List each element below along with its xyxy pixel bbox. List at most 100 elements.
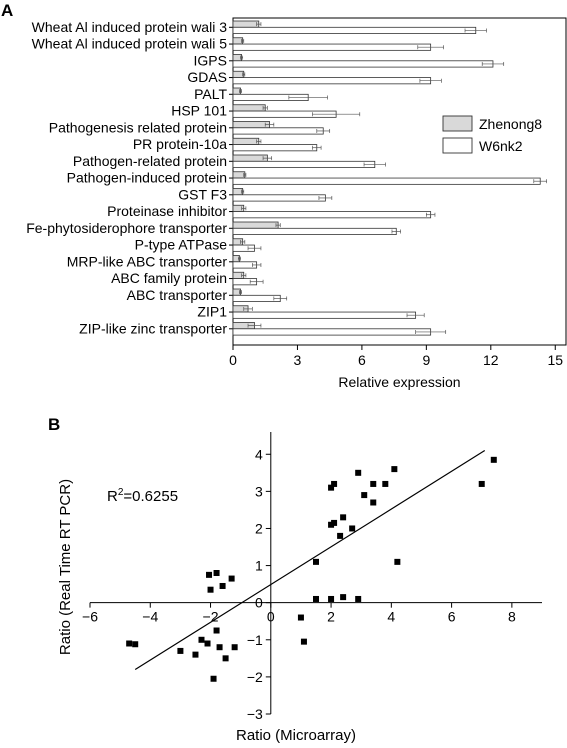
bar-w6nk2: [232, 43, 432, 51]
data-point: [370, 499, 377, 506]
y-tick-label: 0: [255, 595, 263, 611]
x-tick-label: 6: [358, 352, 366, 368]
data-point: [382, 480, 389, 487]
category-label: Pathogenesis related protein: [49, 119, 227, 135]
x-tick-label: 0: [229, 352, 237, 368]
data-point: [313, 558, 319, 565]
category-label: GDAS: [187, 69, 227, 85]
category-label: PR protein-10a: [133, 136, 227, 152]
legend-label: Zhenong8: [479, 116, 542, 132]
category-label: P-type ATPase: [135, 237, 228, 253]
bar-zhenong8: [232, 188, 244, 196]
data-point: [198, 636, 205, 643]
bar-w6nk2: [232, 144, 318, 152]
data-point: [394, 558, 401, 565]
data-point: [216, 644, 223, 651]
y-axis-label: Ratio (Real Time RT PCR): [57, 479, 74, 655]
data-point: [228, 575, 235, 582]
bar-zhenong8: [232, 20, 260, 28]
data-point: [297, 614, 304, 621]
data-point: [328, 595, 335, 602]
bar-w6nk2: [232, 328, 432, 336]
category-label: Proteinase inhibitor: [107, 203, 227, 219]
legend-swatch-w6nk2: [442, 137, 473, 154]
data-point: [328, 484, 335, 491]
x-tick-label: 6: [448, 609, 456, 625]
x-axis-label: Relative expression: [338, 374, 460, 390]
bar-w6nk2: [232, 227, 397, 236]
bar-w6nk2: [232, 127, 324, 135]
x-tick-label: 2: [327, 609, 335, 625]
x-tick-label: 8: [508, 609, 516, 625]
bar-zhenong8: [232, 154, 268, 162]
bar-w6nk2: [232, 294, 281, 302]
data-point: [204, 640, 211, 647]
data-point: [391, 466, 398, 473]
category-label: Wheat Al induced protein wali 5: [32, 36, 228, 52]
bar-w6nk2: [232, 77, 432, 85]
x-tick-label: 15: [547, 352, 563, 368]
data-point: [490, 456, 497, 463]
x-tick-label: 12: [483, 352, 499, 368]
category-label: HSP 101: [171, 103, 227, 119]
data-point: [206, 571, 213, 578]
data-point: [370, 480, 377, 487]
data-point: [340, 514, 347, 521]
bar-zhenong8: [232, 121, 270, 129]
x-tick-label: 4: [387, 609, 395, 625]
bar-zhenong8: [232, 221, 279, 229]
x-tick-label: −4: [142, 609, 158, 625]
data-point: [210, 675, 217, 682]
data-point: [355, 595, 362, 602]
bar-zhenong8: [232, 104, 266, 112]
y-tick-label: −3: [247, 706, 263, 722]
x-axis-label: Ratio (Microarray): [236, 727, 356, 744]
category-label: Pathogen-induced protein: [67, 170, 227, 186]
x-tick-label: −6: [82, 609, 98, 625]
data-point: [478, 480, 485, 487]
category-label: ZIP1: [197, 304, 227, 320]
data-point: [207, 586, 214, 593]
data-point: [177, 647, 184, 654]
bar-w6nk2: [232, 160, 376, 169]
data-point: [126, 640, 133, 647]
data-point: [328, 521, 335, 528]
data-point: [361, 492, 368, 499]
category-label: Pathogen-related protein: [73, 153, 227, 169]
bar-w6nk2: [232, 26, 477, 34]
bar-w6nk2: [232, 177, 541, 185]
category-label: Fe-phytosiderophore transporter: [26, 220, 227, 236]
bar-w6nk2: [232, 211, 432, 219]
category-label: ABC transporter: [127, 287, 228, 303]
bar-zhenong8: [232, 37, 244, 45]
bar-zhenong8: [232, 137, 260, 145]
x-tick-label: 9: [422, 352, 430, 368]
x-tick-label: 3: [294, 352, 302, 368]
category-label: ZIP-like zinc transporter: [79, 320, 227, 336]
r-squared-annotation: R2=0.6255: [107, 487, 178, 505]
y-tick-label: 2: [255, 520, 263, 536]
data-point: [355, 469, 362, 476]
panel-b-label: B: [48, 415, 60, 434]
regression-line: [134, 450, 486, 670]
data-point: [222, 655, 229, 662]
bar-zhenong8: [232, 70, 245, 78]
category-label: GST F3: [178, 186, 227, 202]
data-point: [132, 641, 139, 648]
bar-w6nk2: [232, 60, 494, 68]
y-tick-label: −2: [247, 669, 263, 685]
data-point: [219, 582, 226, 589]
data-point: [337, 532, 344, 539]
category-label: PALT: [194, 86, 227, 102]
category-label: MRP-like ABC transporter: [67, 253, 228, 269]
category-label: ABC family protein: [111, 270, 227, 286]
bar-w6nk2: [232, 311, 417, 319]
x-tick-label: 0: [267, 609, 275, 625]
data-point: [313, 595, 319, 602]
data-point: [349, 525, 356, 532]
legend-swatch-zhenong8: [442, 115, 473, 132]
y-tick-label: 3: [255, 483, 263, 499]
